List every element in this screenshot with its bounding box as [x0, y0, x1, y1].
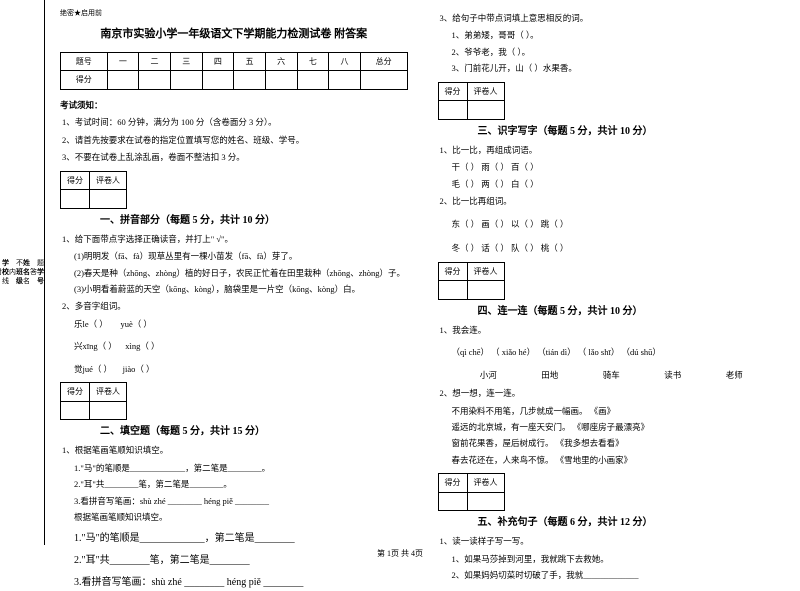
s3top-3: 3、门前花儿开，山（ ）水果香。: [438, 61, 786, 75]
s2-q1: 1、根据笔画笔顺知识填空。: [60, 443, 408, 457]
s3-q2-r2: 冬（ ） 话（ ） 队（ ） 桃（ ）: [438, 241, 786, 255]
s1-q1-3: (3)小明看着蔚蓝的天空（kōng、kòng），脑袋里是一片空（kōng、kòn…: [60, 282, 408, 296]
side-margin: 题学号 答 姓名名 不班级 内 学校线 封 乡镇（街道）: [0, 0, 45, 545]
eval-box-2: 得分评卷人: [60, 382, 127, 420]
s3-q1: 1、比一比，再组成词语。: [438, 143, 786, 157]
notice-3: 3、不要在试卷上乱涂乱画，卷面不整洁扣 3 分。: [60, 150, 408, 164]
th-2: 二: [139, 52, 171, 71]
s4-line1: 不用染料不用笔，几步就成一幅画。 《画》: [438, 404, 786, 418]
s1-q1-1: (1)明明发（fā、fà）现草丛里有一棵小苗发（fā、fà）芽了。: [60, 249, 408, 263]
left-column: 绝密★启用前 南京市实验小学一年级语文下学期能力检测试卷 附答案 题号 一 二 …: [45, 0, 423, 545]
side-label-6: 学校线: [2, 259, 9, 286]
s1-q2-r2: 兴xīng（ ） xìng（ ）: [60, 339, 408, 353]
s1-q2-r3: 觉jué（ ） jiào（ ）: [60, 362, 408, 376]
s5-q1: 1、读一读样子写一写。: [438, 534, 786, 548]
s2-q1-2: 2."耳"共________笔，第二笔是________。: [60, 477, 408, 491]
side-label-2: 答: [30, 268, 37, 277]
s3top-2: 2、爷爷老，我（ ）。: [438, 45, 786, 59]
s3top-q3: 3、给句子中带点词填上意思相反的词。: [438, 11, 786, 25]
s1-q2-r1: 乐le（ ） yuè（ ）: [60, 317, 408, 331]
th-4: 四: [202, 52, 234, 71]
s2-big3: 3.看拼音写笔画：shù zhé ________ héng piě _____…: [60, 574, 408, 591]
exam-title: 南京市实验小学一年级语文下学期能力检测试卷 附答案: [60, 25, 408, 44]
section-2-title: 二、填空题（每题 5 分，共计 15 分）: [100, 423, 265, 440]
th-5: 五: [234, 52, 266, 71]
s1-q2: 2、多音字组词。: [60, 299, 408, 313]
eval-box-5: 得分评卷人: [438, 473, 505, 511]
page-container: 题学号 答 姓名名 不班级 内 学校线 封 乡镇（街道） 绝密★启用前 南京市实…: [0, 0, 800, 545]
s3top-1: 1、弟弟矮，哥哥（ ）。: [438, 28, 786, 42]
s4-line3: 窗前花果香，屋后树成行。 《我多想去看看》: [438, 436, 786, 450]
confidential-text: 绝密★启用前: [60, 8, 408, 20]
section-3-title: 三、识字写字（每题 5 分，共计 10 分）: [478, 123, 653, 140]
s2-q1-1: 1."马"的笔顺是_____________，第二笔是________。: [60, 461, 408, 475]
section-1-title: 一、拼音部分（每题 5 分，共计 10 分）: [100, 212, 275, 229]
side-label-4: 不班级: [16, 259, 23, 286]
s4-line2: 遥远的北京城，有一座天安门。 《哪座房子最漂亮》: [438, 420, 786, 434]
s2-q1-4: 根据笔画笔顺知识填空。: [60, 510, 408, 524]
side-label-7: 封: [0, 268, 2, 277]
side-label-5: 内: [9, 268, 16, 277]
s3-q1-r2: 毛（ ） 两（ ） 白（ ）: [438, 177, 786, 191]
s5-q1-2: 2、如果妈妈切菜时切破了手，我就_____________: [438, 568, 786, 582]
side-label-3: 姓名名: [23, 259, 30, 286]
th-total: 总分: [360, 52, 407, 71]
s4-words: 小河 田地 骑车 读书 老师: [438, 368, 786, 382]
eval-box-3: 得分评卷人: [438, 82, 505, 120]
th-6: 六: [265, 52, 297, 71]
s2-big2: 2."耳"共________笔，第二笔是________: [60, 552, 408, 569]
s3-q2-r1: 东（ ） 画（ ） 以（ ） 跳（ ）: [438, 217, 786, 231]
s4-q1: 1、我会连。: [438, 323, 786, 337]
s3-q2: 2、比一比再组词。: [438, 194, 786, 208]
s2-q1-3: 3.看拼音写笔画：shù zhé ________ héng piě _____…: [60, 494, 408, 508]
s1-q1: 1、给下面带点字选择正确读音，并打上" √"。: [60, 232, 408, 246]
section-5-title: 五、补充句子（每题 6 分，共计 12 分）: [478, 514, 653, 531]
notice-heading: 考试须知：: [60, 98, 408, 112]
s1-q1-2: (2)春天是种（zhōng、zhòng）植的好日子，农民正忙着在田里栽种（zhō…: [60, 266, 408, 280]
score-table: 题号 一 二 三 四 五 六 七 八 总分 得分: [60, 52, 408, 90]
th-1: 一: [107, 52, 139, 71]
th-8: 八: [329, 52, 361, 71]
th-3: 三: [170, 52, 202, 71]
notice-2: 2、请首先按要求在试卷的指定位置填写您的姓名、班级、学号。: [60, 133, 408, 147]
s3-q1-r1: 干（ ） 雨（ ） 百（ ）: [438, 160, 786, 174]
eval-box-4: 得分评卷人: [438, 262, 505, 300]
section-4-title: 四、连一连（每题 5 分，共计 10 分）: [478, 303, 643, 320]
score-label: 得分: [61, 71, 108, 90]
th-num: 题号: [61, 52, 108, 71]
s4-pinyin-row: （qì chē） （ xiǎo hé） （tián dì） （ lǎo shī）…: [438, 345, 786, 359]
right-column: 3、给句子中带点词填上意思相反的词。 1、弟弟矮，哥哥（ ）。 2、爷爷老，我（…: [423, 0, 800, 545]
s4-line4: 春去花还在，人来鸟不惊。 《雪地里的小画家》: [438, 453, 786, 467]
s4-q2: 2、想一想，连一连。: [438, 386, 786, 400]
s5-q1-1: 1、如果马莎掉到河里，我就跳下去救她。: [438, 552, 786, 566]
notice-1: 1、考试时间：60 分钟，满分为 100 分（含卷面分 3 分）。: [60, 115, 408, 129]
eval-box-1: 得分评卷人: [60, 171, 127, 209]
th-7: 七: [297, 52, 329, 71]
side-label-1: 题学号: [37, 259, 44, 286]
s2-big1: 1."马"的笔顺是_____________，第二笔是________: [60, 530, 408, 547]
